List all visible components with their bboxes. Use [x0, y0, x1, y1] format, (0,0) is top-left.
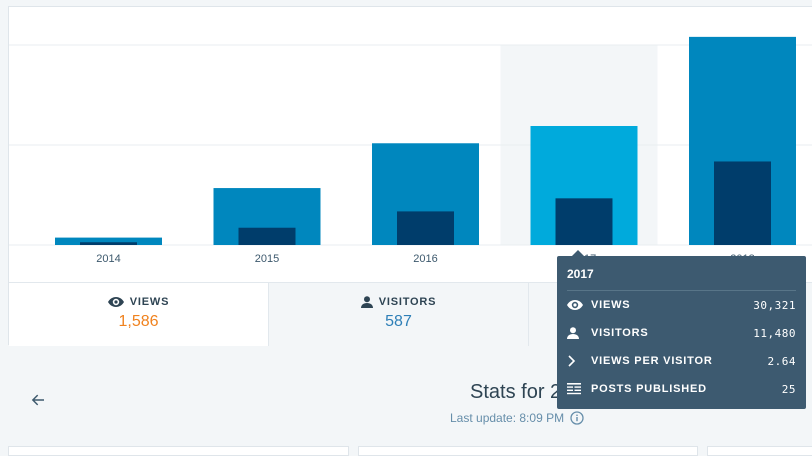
last-update: Last update: 8:09 PM [450, 411, 584, 425]
tooltip-caret [572, 250, 584, 256]
bar-visitors-2018 [714, 161, 771, 245]
tooltip-value-visitors: 11,480 [753, 326, 796, 340]
tab-views-value: 1,586 [118, 313, 159, 330]
eye-icon [567, 300, 583, 310]
bottom-card-3 [707, 446, 812, 456]
tooltip-label-views-per-visitor: VIEWS PER VISITOR [591, 355, 713, 367]
tab-visitors-label: VISITORS [378, 296, 437, 308]
back-arrow-icon[interactable] [30, 392, 46, 408]
tab-visitors[interactable]: VISITORS 587 [269, 283, 529, 346]
tooltip-label-views: VIEWS [591, 299, 631, 311]
chart-svg: 20142015201620172018 [9, 36, 812, 265]
chevron-right-icon [568, 355, 576, 367]
person-icon [360, 296, 373, 308]
tooltip-row-posts-published: POSTS PUBLISHED 25 [567, 375, 796, 403]
tooltip-value-posts-published: 25 [781, 382, 796, 396]
eye-icon [107, 297, 124, 307]
chart-tooltip: 2017 VIEWS 30,321 VISITORS 11,480 VIEWS … [557, 256, 806, 409]
tick-label-2014: 2014 [96, 253, 120, 265]
page-title: Stats for 2 [470, 381, 562, 403]
tooltip-label-posts-published: POSTS PUBLISHED [591, 383, 707, 395]
bar-views-2014 [55, 237, 162, 245]
bar-visitors-2016 [397, 211, 454, 245]
bar-visitors-2014 [80, 242, 137, 245]
tooltip-title: 2017 [567, 256, 796, 291]
tooltip-row-views: VIEWS 30,321 [567, 291, 796, 319]
stats-chart-card: 20142015201620172018 VIEWS 1,586 VISITOR… [8, 6, 812, 346]
tick-label-2015: 2015 [255, 253, 279, 265]
tab-visitors-value: 587 [385, 313, 412, 330]
tooltip-value-views-per-visitor: 2.64 [767, 354, 796, 368]
tab-views-label: VIEWS [129, 296, 170, 308]
bottom-card-1 [8, 446, 349, 456]
last-update-text: Last update: 8:09 PM [450, 411, 565, 425]
info-icon[interactable] [570, 411, 584, 425]
bar-visitors-2015 [238, 227, 296, 245]
tab-views[interactable]: VIEWS 1,586 [9, 283, 269, 346]
bar-visitors-2017 [555, 198, 613, 245]
tooltip-row-views-per-visitor: VIEWS PER VISITOR 2.64 [567, 347, 796, 375]
tooltip-label-visitors: VISITORS [591, 327, 649, 339]
tooltip-row-visitors: VISITORS 11,480 [567, 319, 796, 347]
person-icon [567, 327, 579, 339]
bottom-card-2 [358, 446, 698, 456]
posts-icon [567, 383, 581, 395]
tooltip-value-views: 30,321 [753, 298, 796, 312]
tick-label-2016: 2016 [413, 253, 437, 265]
bar-chart: 20142015201620172018 [9, 7, 812, 282]
